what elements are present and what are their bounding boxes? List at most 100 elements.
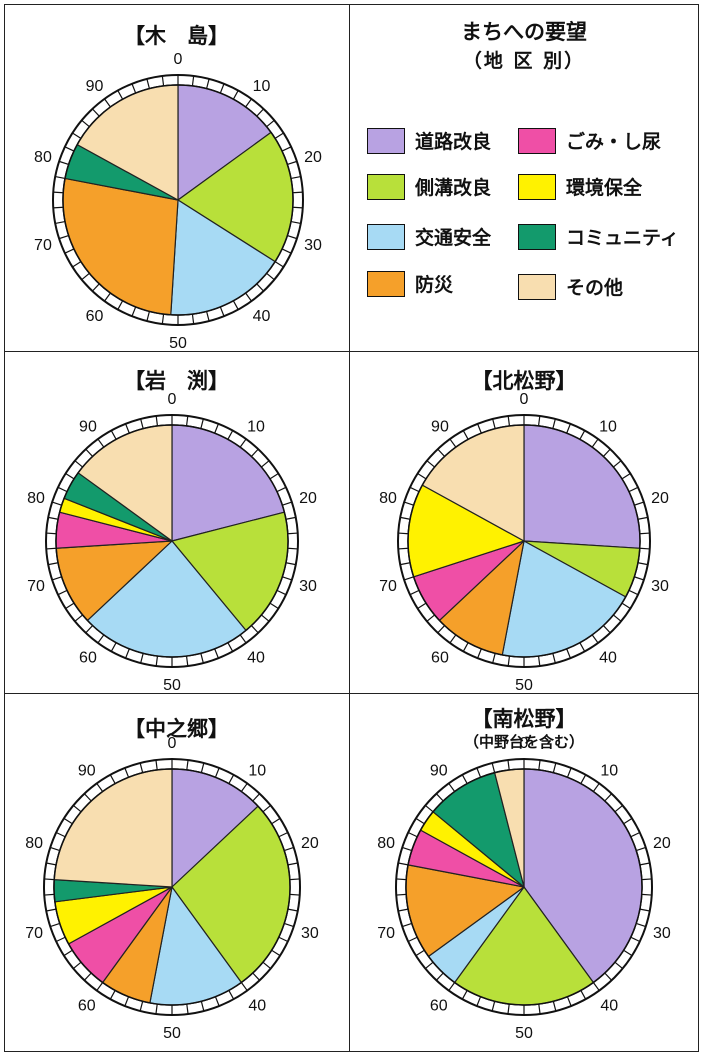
dial-tick bbox=[396, 879, 406, 880]
dial-tick-label: 40 bbox=[247, 650, 265, 667]
legend-subtitle: （地 区 別） bbox=[349, 46, 699, 73]
legend-swatch bbox=[518, 274, 556, 300]
dial-tick-label: 70 bbox=[377, 925, 395, 942]
dial-tick bbox=[293, 207, 303, 208]
pie-chart-nakanogo: 0102030405060708090 bbox=[4, 693, 349, 1052]
dial-tick bbox=[288, 533, 298, 534]
dial-tick-label: 20 bbox=[304, 149, 322, 166]
legend-swatch bbox=[367, 271, 405, 297]
dial-tick bbox=[288, 548, 298, 549]
dial-tick-label: 40 bbox=[248, 997, 266, 1014]
dial-tick-label: 90 bbox=[86, 78, 104, 95]
panel-kitamatsuno: 【北松野】 0 10 20 30 40 50 60 70 80 90 bbox=[349, 351, 699, 693]
dial-tick-label: 50 bbox=[515, 677, 533, 693]
legend-item-community: コミュニティ bbox=[518, 223, 679, 250]
pie-chart-iwabuchi: 0 10 20 30 40 50 60 70 80 90 bbox=[4, 351, 349, 693]
dial-tick-label: 40 bbox=[253, 308, 271, 325]
dial-tick-label: 60 bbox=[431, 650, 449, 667]
legend-item-environment: 環境保全 bbox=[518, 173, 642, 200]
legend-label: 道路改良 bbox=[415, 127, 491, 154]
dial-tick-label: 10 bbox=[247, 418, 265, 435]
legend-item-road: 道路改良 bbox=[367, 127, 491, 154]
dial-tick-label: 80 bbox=[377, 835, 395, 852]
dial-tick bbox=[44, 879, 54, 880]
pie-chart-minamimatsuno: 0 10 20 30 40 50 60 70 80 90 bbox=[349, 693, 699, 1052]
dial-tick-label: 90 bbox=[430, 763, 448, 780]
dial-tick bbox=[398, 548, 408, 549]
dial-tick bbox=[53, 207, 63, 208]
pie-slice bbox=[54, 769, 172, 887]
dial-tick-label: 10 bbox=[253, 78, 271, 95]
dial-tick bbox=[640, 533, 650, 534]
dial-tick-label: 0 bbox=[168, 735, 177, 752]
legend-swatch bbox=[367, 128, 405, 154]
legend-label: その他 bbox=[566, 273, 623, 300]
dial-tick-label: 90 bbox=[79, 418, 97, 435]
dial-tick bbox=[290, 894, 300, 895]
legend-swatch bbox=[367, 174, 405, 200]
pie-slice bbox=[524, 425, 640, 548]
legend-label: ごみ・し尿 bbox=[566, 127, 661, 154]
dial-tick-label: 70 bbox=[379, 578, 397, 595]
legend-label: 側溝改良 bbox=[415, 173, 491, 200]
dial-tick-label: 10 bbox=[599, 418, 617, 435]
panel-iwabuchi: 【岩 渕】 0 10 20 30 40 50 60 70 80 90 bbox=[4, 351, 349, 693]
legend-swatch bbox=[518, 174, 556, 200]
legend-label: 環境保全 bbox=[566, 173, 642, 200]
dial-tick bbox=[53, 192, 63, 193]
legend-title: まちへの要望 bbox=[349, 16, 699, 46]
dial-tick-label: 20 bbox=[301, 835, 319, 852]
dial-tick-label: 70 bbox=[34, 237, 52, 254]
dial-tick-label: 80 bbox=[34, 149, 52, 166]
dial-tick-label: 50 bbox=[163, 677, 181, 693]
dial-tick bbox=[642, 894, 652, 895]
pie-chart-kitamatsuno: 0 10 20 30 40 50 60 70 80 90 bbox=[349, 351, 699, 693]
legend-swatch bbox=[518, 224, 556, 250]
dial-tick-label: 30 bbox=[299, 578, 317, 595]
dial-tick-label: 30 bbox=[301, 925, 319, 942]
dial-tick bbox=[46, 548, 56, 549]
dial-tick-label: 40 bbox=[600, 997, 618, 1014]
panel-minamimatsuno: 【南松野】 （中野台を含む） 0 10 20 30 40 50 60 70 80 90 bbox=[349, 693, 699, 1052]
dial-tick-label: 0 bbox=[168, 391, 177, 408]
dial-tick bbox=[640, 548, 650, 549]
dial-tick bbox=[46, 533, 56, 534]
dial-tick-label: 90 bbox=[431, 418, 449, 435]
dial-tick-label: 60 bbox=[86, 308, 104, 325]
dial-tick-label: 30 bbox=[653, 925, 671, 942]
dial-tick-label: 10 bbox=[248, 763, 266, 780]
dial-tick-label: 0 bbox=[174, 51, 183, 68]
dial-tick-label: 20 bbox=[651, 490, 669, 507]
dial-tick-label: 80 bbox=[25, 835, 43, 852]
dial-tick bbox=[290, 879, 300, 880]
dial-tick bbox=[293, 192, 303, 193]
dial-tick bbox=[44, 894, 54, 895]
legend-item-other: その他 bbox=[518, 273, 623, 300]
legend-swatch bbox=[367, 224, 405, 250]
dial-tick-label: 60 bbox=[78, 997, 96, 1014]
legend-label: 交通安全 bbox=[415, 223, 491, 250]
dial-tick-label: 50 bbox=[515, 1025, 533, 1042]
pie-slice bbox=[63, 178, 178, 314]
panel-nakanogo: 【中之郷】 0 10 20 30 40 50 60 70 80 90 bbox=[4, 693, 349, 1052]
dial-tick-label: 10 bbox=[600, 763, 618, 780]
dial-tick-label: 30 bbox=[651, 578, 669, 595]
legend-label: コミュニティ bbox=[566, 223, 679, 250]
dial-tick-label: 80 bbox=[27, 490, 45, 507]
dial-tick-label: 0 bbox=[520, 391, 529, 408]
legend-item-gutter: 側溝改良 bbox=[367, 173, 491, 200]
dial-tick bbox=[642, 879, 652, 880]
dial-tick-label: 70 bbox=[27, 578, 45, 595]
dial-tick-label: 80 bbox=[379, 490, 397, 507]
legend-swatch bbox=[518, 128, 556, 154]
dial-tick-label: 20 bbox=[299, 490, 317, 507]
dial-tick-label: 50 bbox=[163, 1025, 181, 1042]
legend-item-disaster: 防災 bbox=[367, 270, 453, 297]
dial-tick-label: 50 bbox=[169, 335, 187, 351]
dial-tick bbox=[398, 533, 408, 534]
dial-tick-label: 60 bbox=[430, 997, 448, 1014]
dial-tick-label: 90 bbox=[78, 763, 96, 780]
dial-tick bbox=[396, 894, 406, 895]
dial-tick-label: 40 bbox=[599, 650, 617, 667]
dial-tick-label: 60 bbox=[79, 650, 97, 667]
